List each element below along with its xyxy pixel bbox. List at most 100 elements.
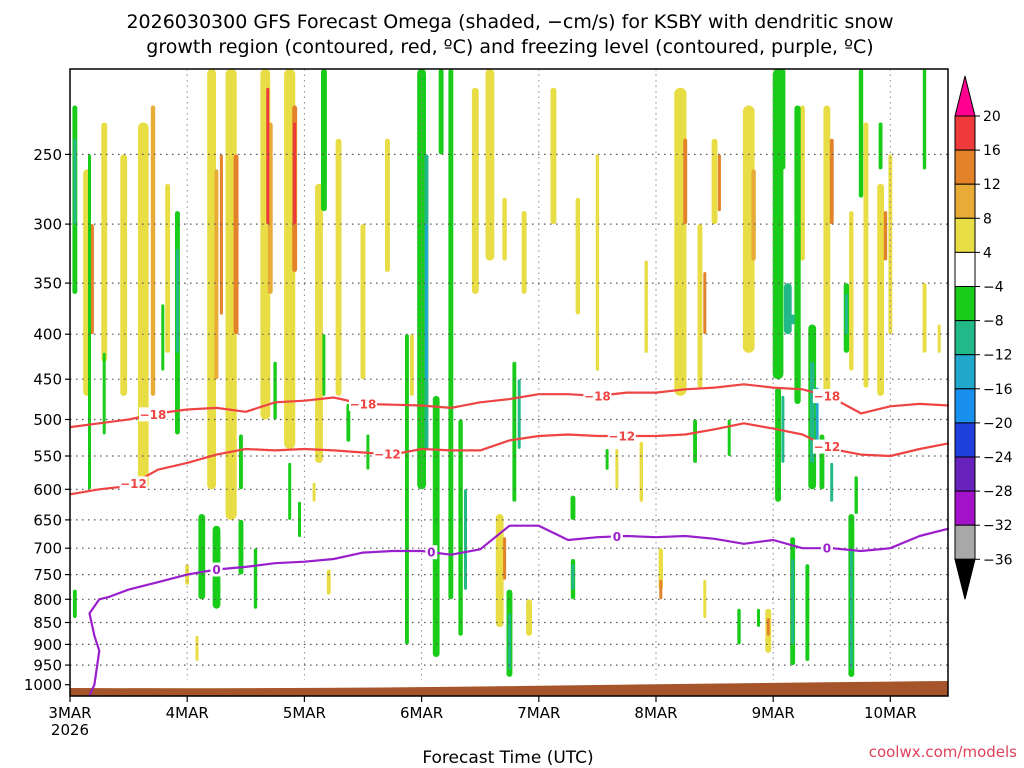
omega-streak [737, 608, 741, 645]
y-tick-label: 650 [33, 511, 62, 529]
omega-streak [674, 87, 687, 396]
omega-streak [605, 449, 609, 470]
omega-streak [315, 183, 323, 463]
colorbar-swatch [954, 490, 976, 526]
omega-streak [644, 260, 648, 353]
contour-minus12 [69, 422, 950, 496]
terrain-band [70, 681, 948, 696]
omega-streak [878, 122, 883, 170]
omega-streak [458, 419, 463, 636]
y-tick-label: 750 [33, 566, 62, 584]
contour-label: −18 [350, 397, 377, 411]
contour-label: −18 [584, 389, 611, 403]
omega-streak [922, 283, 927, 353]
contour-label: −12 [608, 430, 635, 444]
omega-streak [863, 122, 869, 388]
colorbar-label: 16 [983, 143, 1001, 159]
omega-streak [791, 559, 795, 645]
omega-streak [273, 361, 277, 420]
colorbar-swatch [954, 456, 976, 492]
contour-label-bg [583, 388, 612, 403]
contour-label: 0 [427, 546, 435, 560]
omega-streak [233, 154, 239, 335]
colorbar-label: −8 [983, 314, 1004, 330]
y-tick-label: 900 [33, 636, 62, 654]
omega-streak [207, 69, 216, 490]
colorbar: 20 16 12 8 4 −4 −8 −12 −16 −20 −24 −28 −32 −36 [954, 75, 1013, 600]
omega-streak [703, 579, 707, 618]
omega-streak [175, 248, 179, 353]
x-tick-label: 6MAR [400, 704, 443, 722]
colorbar-label: −4 [983, 280, 1004, 296]
colorbar-label: −24 [983, 450, 1013, 466]
contour-label-bg [812, 439, 841, 454]
contour-label: 0 [212, 563, 220, 577]
omega-streak [102, 352, 106, 435]
colorbar-swatch [954, 354, 976, 390]
y-tick-label: 850 [33, 614, 62, 632]
omega-streak [195, 635, 199, 661]
omega-streak [219, 154, 223, 315]
omega-streak [198, 514, 206, 600]
omega-streak [683, 138, 688, 225]
omega-streak [321, 69, 327, 212]
omega-streak [766, 618, 770, 636]
y-tick-label: 1000 [24, 676, 62, 694]
colorbar-swatch [954, 251, 976, 287]
omega-streak [438, 69, 444, 155]
x-tick-label: 3MAR [48, 704, 91, 722]
omega-streak [922, 69, 927, 170]
colorbar-swatch [954, 149, 976, 185]
omega-streak [73, 138, 77, 225]
colorbar-top-arrow [954, 75, 976, 117]
omega-streak [854, 476, 858, 514]
colorbar-swatch [954, 422, 976, 458]
contour-label-bg [607, 429, 636, 443]
omega-streak [781, 395, 785, 463]
omega-streak [849, 211, 854, 371]
colorbar-swatch [954, 183, 976, 219]
omega-streak [711, 138, 718, 225]
y-tick-label: 450 [33, 371, 62, 389]
omega-streak [703, 272, 707, 335]
omega-streak [790, 314, 795, 325]
contour-label-bg [820, 541, 833, 556]
omega-streak [425, 224, 428, 380]
omega-streak [120, 154, 128, 396]
contour-label: 0 [613, 530, 621, 544]
omega-streak [717, 154, 721, 212]
omega-streak [794, 105, 801, 404]
omega-streak [137, 122, 149, 490]
omega-streak [849, 548, 853, 669]
omega-streak [448, 69, 454, 600]
colorbar-swatch [954, 286, 976, 322]
x-tick-sublabel: 2026 [51, 721, 89, 739]
y-tick-label: 400 [33, 326, 62, 344]
x-tick-label: 8MAR [634, 704, 677, 722]
omega-streak [101, 122, 108, 362]
omega-streak [780, 69, 786, 170]
omega-streak [346, 403, 351, 442]
contour-label-bg [812, 389, 841, 404]
colorbar-label: 8 [983, 211, 992, 227]
omega-streak [615, 449, 619, 490]
omega-streak [883, 211, 888, 261]
chart-title-line2: growth region (contoured, red, ºC) and f… [146, 36, 873, 58]
omega-streak [253, 548, 258, 609]
contour-label-bg [119, 476, 148, 491]
omega-streak [526, 599, 532, 636]
y-tick-label: 500 [33, 411, 62, 429]
omega-streak [829, 138, 834, 225]
omega-streak [161, 304, 165, 371]
omega-streak [335, 138, 342, 396]
omega-streak [409, 334, 414, 396]
x-tick-label: 4MAR [166, 704, 209, 722]
omega-streak [521, 211, 527, 294]
omega-streak [775, 387, 781, 502]
y-tick-label: 950 [33, 657, 62, 675]
colorbar-label: 12 [983, 177, 1001, 193]
y-tick-label: 700 [33, 540, 62, 558]
credit-link[interactable]: coolwx.com/models [869, 743, 1017, 761]
colorbar-bottom-arrow [954, 558, 976, 600]
contour-lines: −18 −18 −18 −18 −12 −12 −12 −12 0 0 0 0 [69, 383, 950, 696]
